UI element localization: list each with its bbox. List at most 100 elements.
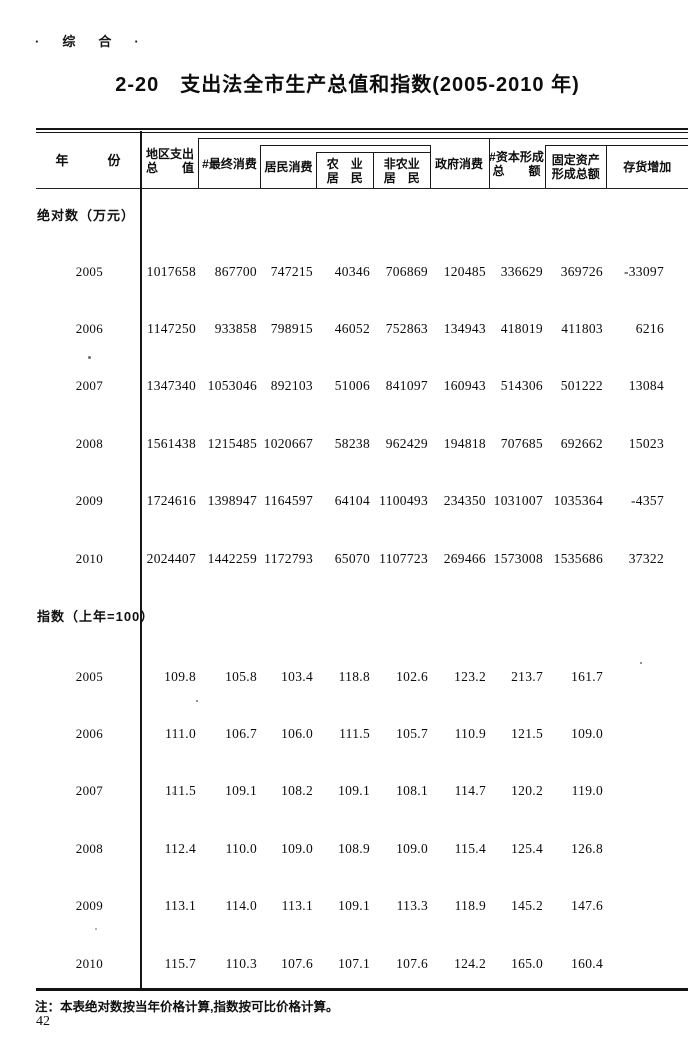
table-row: 2009 113.1 114.0 113.1 109.1 113.3 118.9 145.2 1… <box>36 878 688 935</box>
value-cell: 234350 <box>443 493 486 509</box>
value-cell: 867700 <box>214 263 257 279</box>
header-group-final-consumption: #最终消费 居民消费 农 业 居 民 非农业 居 民 <box>198 138 490 188</box>
value-cell: 111.5 <box>339 726 370 742</box>
value-cell: 514306 <box>500 378 543 394</box>
year-column-separator <box>140 131 142 990</box>
column-header-inventory-increase: 存货增加 <box>607 146 688 188</box>
value-cell: 107.6 <box>281 955 313 971</box>
value-cell: 58238 <box>334 435 370 451</box>
value-cell: 113.1 <box>281 898 313 914</box>
value-cell: 160.4 <box>571 955 603 971</box>
column-header-agri-line1: 农 业 <box>326 156 363 171</box>
value-cell: 2024407 <box>146 550 196 566</box>
year-cell: 2009 <box>75 493 103 509</box>
value-cell: 109.0 <box>571 726 603 742</box>
value-cell: 1053046 <box>207 378 257 394</box>
value-cell: 108.1 <box>396 783 428 799</box>
value-cell: 692662 <box>560 435 603 451</box>
value-cell: 121.5 <box>511 726 543 742</box>
value-cell: 1147250 <box>147 321 196 337</box>
column-header-government-consumption-label: 政府消费 <box>434 156 483 171</box>
value-cell: 109.0 <box>281 840 313 856</box>
value-cell: 112.4 <box>164 840 196 856</box>
value-cell: 1215485 <box>207 435 257 451</box>
table-row: 2006 1147250 933858 798915 46052 752863 134943… <box>36 300 688 357</box>
value-cell: 115.7 <box>164 955 196 971</box>
value-cell: 6216 <box>635 321 664 337</box>
year-cell: 2006 <box>75 726 103 742</box>
value-cell: 161.7 <box>571 668 603 684</box>
value-cell: 147.6 <box>571 898 603 914</box>
section-label-index: 指数（上年=100） <box>37 609 155 624</box>
column-header-fixed-line2: 形成总额 <box>551 167 600 181</box>
table-top-rule-thick <box>36 128 688 130</box>
value-cell: 37322 <box>628 550 664 566</box>
column-header-household-consumption-label: 居民消费 <box>264 160 313 174</box>
year-cell: 2010 <box>75 550 103 566</box>
value-cell: 707685 <box>500 435 543 451</box>
value-cell: 109.0 <box>396 840 428 856</box>
value-cell: 13084 <box>628 378 664 394</box>
column-header-region-total-line1: 地区支出 <box>145 146 194 161</box>
value-cell: 706869 <box>385 263 428 279</box>
value-cell: 134943 <box>443 321 486 337</box>
year-cell: 2005 <box>75 263 103 279</box>
year-cell: 2010 <box>75 955 103 971</box>
value-cell: 107.1 <box>338 955 370 971</box>
year-cell: 2005 <box>75 668 103 684</box>
header-divider <box>605 146 607 188</box>
value-cell: 126.8 <box>571 840 603 856</box>
value-cell: 113.3 <box>396 898 428 914</box>
table-row: 2007 111.5 109.1 108.2 109.1 108.1 114.7 120.2 1… <box>36 763 688 820</box>
column-header-inventory-label: 存货增加 <box>623 160 672 174</box>
value-cell: 962429 <box>385 435 428 451</box>
value-cell: 1107723 <box>379 550 428 566</box>
year-cell: 2007 <box>75 378 103 394</box>
value-cell: 1100493 <box>379 493 428 509</box>
value-cell: 1535686 <box>553 550 603 566</box>
header-divider <box>372 153 374 188</box>
page-number: 42 <box>36 1014 50 1029</box>
value-cell: 15023 <box>628 435 664 451</box>
value-cell: 892103 <box>270 378 313 394</box>
value-cell: 109.1 <box>338 898 370 914</box>
value-cell: 118.9 <box>454 898 486 914</box>
value-cell: 165.0 <box>511 955 543 971</box>
column-header-agricultural-residents: 农 业 居 民 <box>317 153 373 188</box>
value-cell: 123.2 <box>454 668 486 684</box>
year-cell: 2006 <box>75 321 103 337</box>
column-header-region-total: 地区支出 总 值 <box>142 133 198 188</box>
table-footnote: 注：本表绝对数按当年价格计算,指数按可比价格计算。 <box>35 1000 339 1014</box>
value-cell: 111.0 <box>165 726 196 742</box>
table-row: 2010 2024407 1442259 1172793 65070 1107723 269… <box>36 530 688 587</box>
value-cell: 213.7 <box>511 668 543 684</box>
value-cell: 1347340 <box>146 378 196 394</box>
header-group-capital-formation: #资本形成 总 额 固定资产 形成总额 存货增加 <box>488 138 688 188</box>
value-cell: 108.2 <box>281 783 313 799</box>
table-row: 2008 1561438 1215485 1020667 58238 962429 1948… <box>36 415 688 472</box>
value-cell: 40346 <box>334 263 370 279</box>
column-header-household-consumption: 居民消费 <box>261 146 316 188</box>
value-cell: 418019 <box>500 321 543 337</box>
value-cell: 105.7 <box>396 726 428 742</box>
table-row: 2008 112.4 110.0 109.0 108.9 109.0 115.4 125.4 1… <box>36 820 688 877</box>
value-cell: 841097 <box>385 378 428 394</box>
table-row: 2010 115.7 110.3 107.6 107.1 107.6 124.2 165.0 1… <box>36 935 688 992</box>
scan-artifact <box>172 792 174 794</box>
column-header-government-consumption: 政府消费 <box>431 139 487 188</box>
value-cell: 65070 <box>334 550 370 566</box>
value-cell: 110.9 <box>454 726 486 742</box>
column-header-region-total-line2: 总 值 <box>145 160 194 175</box>
value-cell: 336629 <box>500 263 543 279</box>
value-cell: 119.0 <box>571 783 603 799</box>
value-cell: 1442259 <box>207 550 257 566</box>
value-cell: 1398947 <box>207 493 257 509</box>
value-cell: 105.8 <box>225 668 257 684</box>
value-cell: 111.5 <box>165 783 196 799</box>
value-cell: 1017658 <box>146 263 196 279</box>
column-header-year: 年 份 <box>55 152 121 168</box>
value-cell: 108.9 <box>338 840 370 856</box>
value-cell: 747215 <box>270 263 313 279</box>
column-header-agri-line2: 居 民 <box>326 170 363 185</box>
